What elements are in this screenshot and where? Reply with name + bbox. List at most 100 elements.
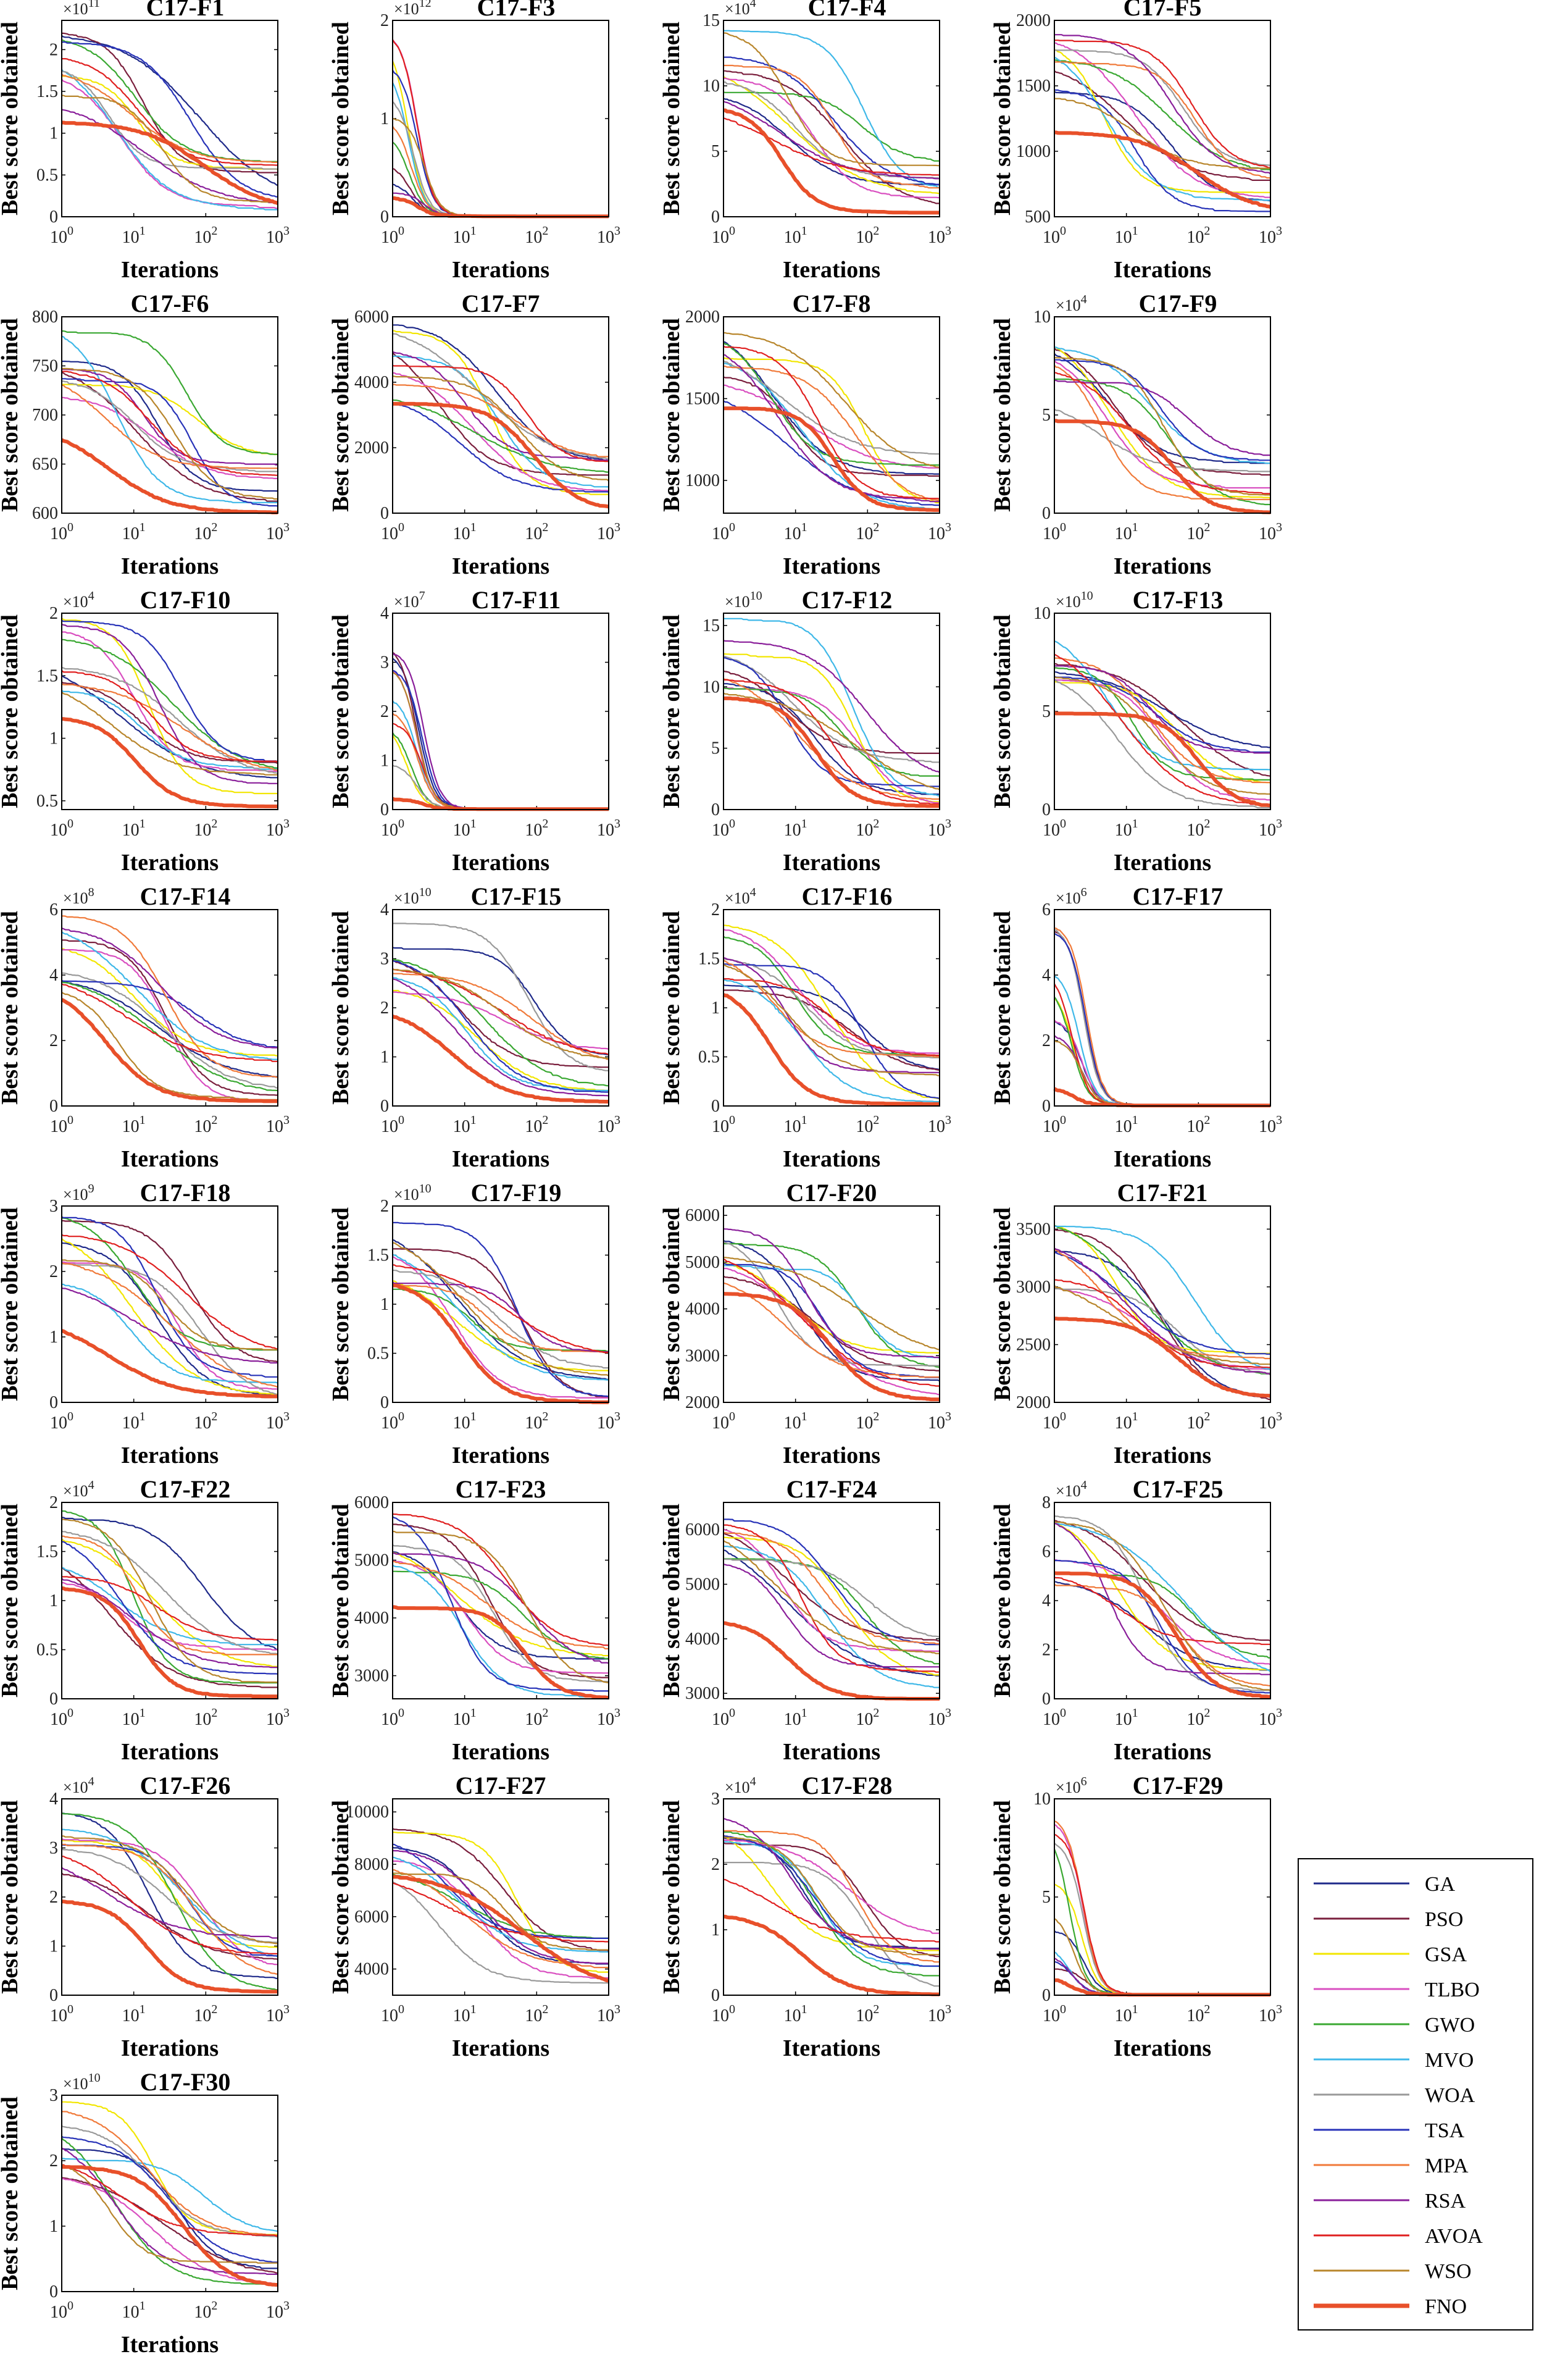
- y-tick-label: 3000: [354, 1667, 389, 1686]
- series-mvo: [1054, 1225, 1271, 1370]
- series-tsa: [1054, 676, 1270, 753]
- series-ga: [392, 1551, 609, 1660]
- legend-item-gwo: GWO: [1314, 2014, 1475, 2037]
- series-lines: [723, 1817, 940, 1996]
- series-mpa: [1054, 364, 1270, 500]
- series-mpa: [393, 1560, 609, 1649]
- series-tsa: [723, 400, 940, 506]
- y-exponent-label: ×107: [394, 589, 425, 611]
- x-tick-label: 102: [1186, 224, 1210, 247]
- series-ga: [1054, 1581, 1270, 1671]
- series-gwo: [62, 1510, 278, 1684]
- y-tick-label: 0: [49, 1986, 58, 2005]
- x-tick-label: 103: [928, 1706, 951, 1729]
- legend-item-pso: PSO: [1314, 1908, 1463, 1931]
- y-tick-label: 4000: [354, 373, 389, 392]
- series-fno: [723, 406, 940, 512]
- series-avoa: [724, 978, 940, 1057]
- series-rsa: [1054, 665, 1270, 754]
- axes-frame: [61, 316, 278, 514]
- series-avoa: [392, 1264, 609, 1354]
- series-pso: [724, 70, 940, 204]
- y-tick-label: 2: [49, 2151, 58, 2171]
- series-mpa: [61, 384, 278, 469]
- y-axis-label: Best score obtained: [0, 318, 23, 512]
- series-lines: [1054, 1515, 1271, 1699]
- x-axis-label: Iterations: [1114, 553, 1211, 579]
- series-lines: [391, 39, 609, 219]
- series-rsa: [1054, 1522, 1270, 1675]
- series-fno: [60, 998, 278, 1104]
- axes-frame: [723, 316, 940, 514]
- series-avoa: [61, 1234, 278, 1350]
- series-mvo: [62, 1283, 278, 1384]
- series-ga: [62, 1517, 278, 1650]
- series-woa: [62, 1263, 278, 1396]
- series-tlbo: [393, 1860, 609, 1979]
- series-gsa: [62, 2101, 278, 2235]
- series-mpa: [1054, 928, 1270, 1107]
- series-avoa: [724, 1524, 940, 1673]
- series-mvo: [61, 931, 278, 1060]
- y-tick-label: 3: [49, 2086, 58, 2105]
- y-exponent-label: ×108: [63, 886, 94, 907]
- x-axis-label: Iterations: [783, 553, 880, 579]
- x-axis-label: Iterations: [783, 850, 880, 876]
- subplot-title: C17-F20: [786, 1179, 877, 1207]
- x-axis-label: Iterations: [121, 257, 219, 283]
- legend-item-mpa: MPA: [1314, 2155, 1469, 2177]
- y-exponent-label: ×1010: [394, 886, 432, 907]
- subplot-title: C17-F8: [793, 290, 871, 317]
- x-axis-label: Iterations: [452, 1443, 549, 1468]
- series-woa: [392, 1269, 609, 1369]
- series-pso: [61, 1872, 278, 1960]
- y-axis-label: Best score obtained: [0, 1504, 23, 1698]
- series-ga: [62, 1812, 278, 1979]
- series-wso: [393, 1872, 609, 1951]
- subplot-title: C17-F21: [1117, 1179, 1208, 1207]
- x-axis-label: Iterations: [1114, 1443, 1211, 1468]
- series-tsa: [62, 378, 278, 507]
- series-mpa: [61, 2111, 278, 2236]
- series-tsa: [62, 1541, 278, 1675]
- series-lines: [1053, 928, 1271, 1108]
- series-woa: [61, 666, 278, 774]
- y-tick-label: 2: [380, 11, 389, 30]
- y-tick-label: 2000: [685, 308, 720, 327]
- y-tick-label: 5: [1042, 1888, 1051, 1907]
- series-wso: [724, 1257, 940, 1351]
- axes-frame: [61, 1502, 278, 1699]
- series-woa: [61, 70, 278, 170]
- series-fno: [392, 1875, 609, 1983]
- series-tsa: [61, 619, 278, 763]
- y-tick-label: 1: [49, 1591, 58, 1610]
- series-fno: [60, 438, 278, 514]
- series-ga: [61, 674, 278, 779]
- x-tick-label: 102: [525, 1706, 548, 1729]
- series-wso: [62, 1518, 278, 1683]
- series-gsa: [393, 1280, 609, 1372]
- y-axis-label: Best score obtained: [990, 318, 1015, 512]
- series-avoa: [392, 1882, 609, 1943]
- y-axis-label: Best score obtained: [659, 1504, 685, 1698]
- series-pso: [61, 1567, 278, 1688]
- y-tick-label: 2: [711, 900, 720, 919]
- x-axis-label: Iterations: [1114, 2035, 1211, 2061]
- y-exponent-label: ×106: [1056, 1775, 1087, 1796]
- y-tick-label: 0.5: [36, 1641, 58, 1660]
- y-tick-label: 0.5: [36, 792, 58, 811]
- series-pso: [392, 960, 609, 1068]
- y-tick-label: 5: [711, 739, 720, 758]
- series-fno: [61, 1899, 278, 1994]
- series-ga: [392, 947, 609, 1056]
- y-tick-label: 0: [711, 800, 720, 819]
- legend-label: AVOA: [1425, 2225, 1483, 2248]
- series-mpa: [723, 960, 940, 1058]
- axes-frame: [392, 909, 609, 1107]
- series-gwo: [723, 91, 940, 162]
- series-rsa: [1054, 1035, 1270, 1107]
- axes-frame: [1054, 1502, 1271, 1699]
- y-tick-label: 1: [380, 1295, 389, 1314]
- series-ga: [1054, 1250, 1271, 1399]
